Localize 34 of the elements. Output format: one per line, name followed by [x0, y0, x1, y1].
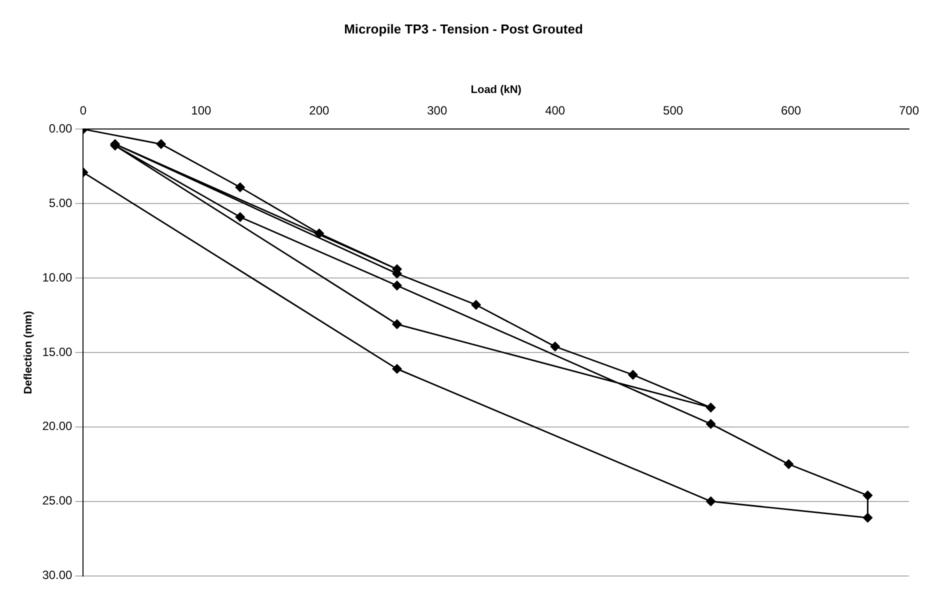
point: [392, 364, 402, 374]
x-tick-label: 500: [663, 103, 684, 118]
point: [862, 490, 872, 500]
point: [706, 419, 716, 429]
point: [314, 228, 324, 238]
point: [706, 402, 716, 412]
y-tick-label: 25.00: [42, 494, 73, 508]
x-tick-label: 0: [80, 103, 87, 118]
chart-title: Micropile TP3 - Tension - Post Grouted: [344, 21, 583, 36]
y-tick-label: 30.00: [42, 568, 73, 582]
y-tick-label: 15.00: [42, 344, 73, 359]
y-tick-label: 20.00: [42, 419, 73, 434]
x-tick-label: 400: [545, 103, 566, 118]
point: [471, 300, 481, 310]
x-tick-label: 600: [781, 103, 802, 118]
point: [862, 512, 872, 522]
y-axis-title: Deflection (mm): [22, 310, 35, 394]
y-tick-label: 5.00: [48, 196, 73, 210]
point: [392, 280, 402, 290]
y-tick-label: 0.00: [48, 122, 73, 136]
x-tick-label: 300: [427, 103, 448, 118]
point: [235, 212, 245, 222]
point: [156, 139, 166, 149]
point: [235, 182, 245, 192]
x-tick-label: 100: [191, 103, 212, 118]
x-tick-label: 200: [309, 103, 330, 118]
y-tick-label: 10.00: [42, 270, 73, 284]
x-tick-label: 700: [898, 103, 920, 118]
point: [392, 319, 402, 329]
point: [550, 342, 560, 352]
point: [706, 496, 716, 506]
point: [784, 459, 794, 469]
x-axis-title: Load (kN): [470, 84, 522, 96]
point: [628, 370, 638, 380]
